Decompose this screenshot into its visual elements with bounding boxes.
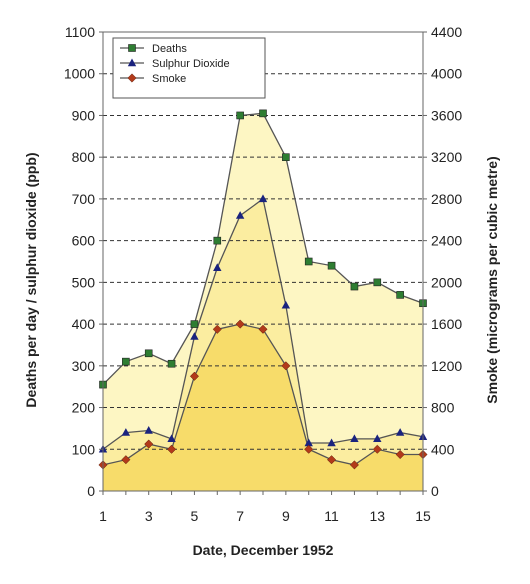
y-tick-label-left: 200 — [72, 400, 96, 416]
y-tick-label-left: 1000 — [64, 66, 95, 82]
series-2-point — [144, 439, 154, 449]
y-tick-label-right: 1200 — [431, 358, 462, 374]
series-2-point — [372, 444, 382, 454]
y-tick-label-left: 800 — [72, 149, 96, 165]
legend-box — [112, 37, 266, 99]
series-2-point — [189, 371, 199, 381]
series-1-point — [258, 194, 268, 203]
x-tick-label: 7 — [236, 508, 244, 524]
y-tick-label-left: 700 — [72, 191, 96, 207]
series-2-point — [395, 449, 405, 460]
legend-label-2: Smoke — [152, 73, 186, 85]
series-1-point — [281, 300, 291, 309]
y-tick-label-right: 4000 — [431, 66, 462, 82]
y-tick-label-right: 4400 — [431, 24, 462, 40]
series-2-point — [281, 361, 291, 371]
series-2-point — [167, 444, 177, 454]
x-tick-label: 9 — [282, 508, 290, 524]
y-tick-label-left: 400 — [72, 316, 96, 332]
series-2-point — [235, 319, 245, 329]
series-fills — [103, 113, 423, 492]
x-tick-label: 15 — [415, 508, 431, 524]
series-markers — [98, 109, 428, 470]
series-1-point — [327, 438, 336, 447]
y-tick-label-right: 3600 — [431, 107, 462, 123]
series-1-point — [350, 434, 359, 443]
series-2-point — [304, 444, 314, 454]
series-0-point — [350, 282, 359, 291]
series-1-point — [121, 428, 131, 436]
series-0-point — [144, 349, 153, 358]
series-2-point — [121, 455, 131, 465]
y-tick-label-left: 0 — [87, 483, 95, 499]
series-1-point — [304, 438, 313, 447]
x-tick-label: 3 — [145, 508, 153, 524]
legend-marker-1 — [127, 58, 137, 67]
y-tick-label-left: 1100 — [65, 24, 95, 40]
series-2-point — [258, 324, 268, 334]
series-1-point — [235, 211, 245, 219]
legend-marker-0 — [128, 44, 136, 52]
series-1-point — [373, 434, 382, 443]
series-1-point — [190, 332, 199, 340]
series-0-point — [259, 109, 267, 118]
series-0-point — [373, 278, 382, 287]
legend: Deaths Sulphur Dioxide Smoke — [112, 37, 266, 99]
series-1-point — [395, 428, 405, 436]
series-0-point — [236, 111, 244, 120]
series-0-point — [190, 320, 199, 328]
legend-marker-2 — [127, 73, 137, 83]
y-tick-label-left: 600 — [72, 233, 96, 249]
y-tick-label-right: 2800 — [431, 191, 462, 207]
left-axis-title: Deaths per day / sulphur dioxide (ppb) — [23, 152, 39, 407]
series-1-point — [213, 263, 222, 271]
y-tick-label-right: 2000 — [431, 274, 462, 290]
x-tick-label: 5 — [191, 508, 199, 524]
tick-labels: 0 100 200 300 400 500 600 700 800 900 1000 1100 0 400… — [64, 24, 463, 524]
x-axis-title: Date, December 1952 — [193, 542, 334, 558]
y-tick-label-left: 900 — [72, 107, 96, 123]
series-0-point — [304, 257, 313, 266]
series-2-point — [349, 460, 359, 470]
x-tick-label: 13 — [369, 508, 385, 524]
x-tick-label: 1 — [99, 508, 107, 524]
y-tick-label-right: 400 — [431, 441, 455, 457]
series-0-point — [327, 261, 336, 270]
legend-label-0: Deaths — [152, 43, 187, 55]
series-0-point — [282, 153, 290, 161]
y-tick-label-left: 100 — [72, 441, 96, 457]
series-2-point — [212, 324, 222, 334]
y-tick-label-right: 1600 — [431, 316, 462, 332]
y-tick-label-right: 3200 — [431, 149, 462, 165]
y-tick-label-right: 0 — [431, 483, 439, 499]
y-tick-label-right: 2400 — [431, 233, 462, 249]
series-0-point — [167, 359, 176, 368]
right-axis-title: Smoke (micrograms per cubic metre) — [484, 156, 500, 403]
series-0-point — [213, 236, 222, 245]
y-tick-label-left: 300 — [72, 358, 96, 374]
series-1-point — [144, 425, 153, 434]
x-tick-label: 11 — [324, 508, 339, 524]
series-0-point — [122, 357, 130, 366]
series-0-point — [396, 291, 404, 299]
series-1-point — [167, 434, 176, 443]
y-tick-label-right: 800 — [431, 400, 455, 416]
series-2-point — [327, 455, 337, 465]
legend-label-1: Sulphur Dioxide — [152, 58, 230, 70]
y-tick-label-left: 500 — [72, 274, 96, 290]
axes — [99, 31, 427, 495]
